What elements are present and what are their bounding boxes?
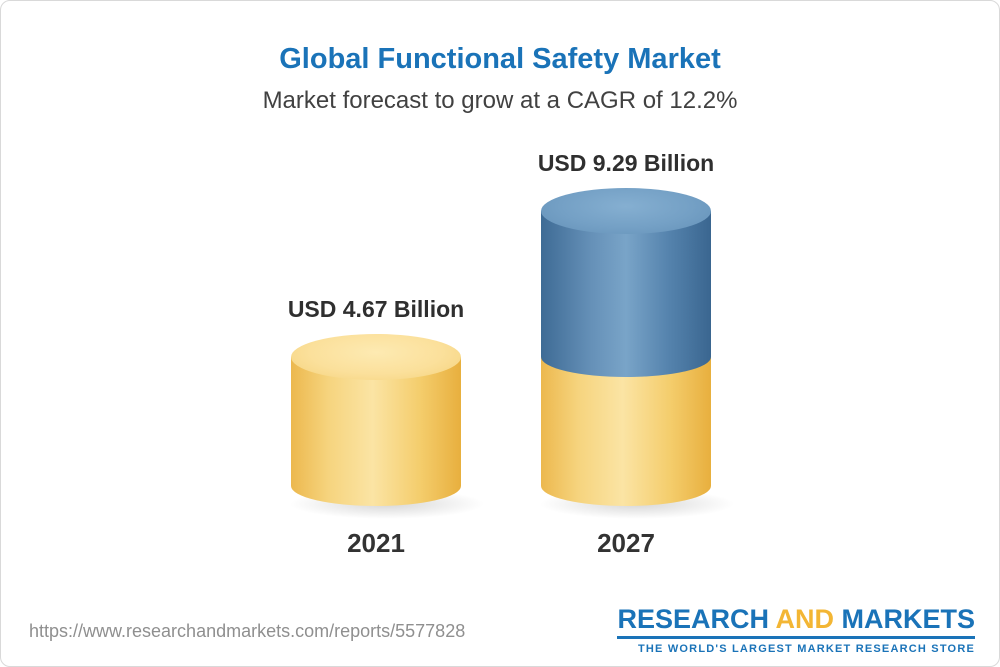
logo-word-research: RESEARCH — [617, 604, 769, 634]
research-and-markets-logo: RESEARCH AND MARKETS THE WORLD'S LARGEST… — [617, 605, 975, 655]
bar-2021-cylinder-cap — [291, 334, 461, 380]
bar-2027-cylinder-cap — [541, 188, 711, 234]
logo-tagline: THE WORLD'S LARGEST MARKET RESEARCH STOR… — [637, 643, 975, 656]
logo-divider-rule — [617, 636, 975, 640]
category-label-2021: 2021 — [347, 528, 405, 558]
chart-subtitle: Market forecast to grow at a CAGR of 12.… — [262, 87, 738, 114]
bar-2021-cylinder-body — [291, 357, 461, 506]
bar-2027-base-segment — [541, 357, 711, 506]
bar-2021: USD 4.67 Billion 2021 — [288, 1, 485, 666]
bar-2027-growth-segment — [541, 211, 711, 377]
logo-wordmark: RESEARCH AND MARKETS — [617, 605, 975, 633]
report-url: https://www.researchandmarkets.com/repor… — [29, 621, 466, 641]
category-label-2027: 2027 — [597, 528, 655, 558]
logo-word-markets: MARKETS — [841, 604, 976, 634]
chart-title: Global Functional Safety Market — [279, 43, 721, 75]
logo-word-and: AND — [775, 604, 834, 634]
value-label-2021: USD 4.67 Billion — [287, 296, 465, 322]
bar-2027: USD 9.29 Billion 2027 — [538, 1, 735, 666]
value-label-2027: USD 9.29 Billion — [537, 150, 715, 176]
